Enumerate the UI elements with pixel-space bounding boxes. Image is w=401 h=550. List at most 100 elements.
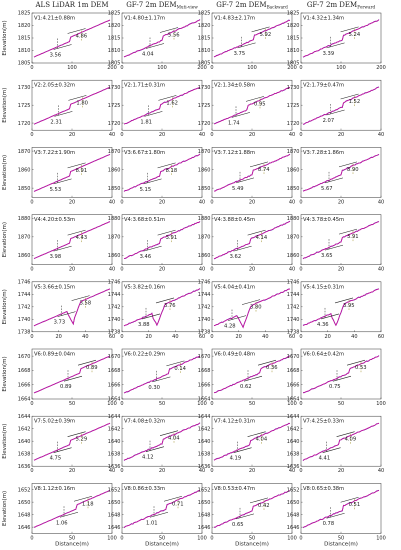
profile-line <box>213 153 291 192</box>
y-tick-label: 1670 <box>287 354 300 360</box>
y-tick-label: 1636 <box>18 464 31 470</box>
panel-title: V7:4.12±0.31m <box>214 419 255 425</box>
panel-r3-c2: 1870 1860 1850 0 20 40 V3:6.67±1.80m 5.15 8.18 <box>108 147 205 205</box>
panel-r2-c1: 1730 1725 1720 0 20 40 V2:2.05±0.32m 2.31 1.80 <box>18 79 115 138</box>
profile-line <box>33 355 111 394</box>
y-tick-label: 1650 <box>198 500 211 506</box>
x-tick-label: 20 <box>69 199 75 205</box>
offset-value-left: 5.67 <box>321 186 333 192</box>
y-axis-label: Elevation(m) <box>2 88 8 123</box>
panel-title: V1:4.80±1.17m <box>124 16 165 22</box>
offset-value-left: 5.15 <box>140 187 152 193</box>
x-axis-label: Distance(m) <box>235 541 269 547</box>
fit-line-left <box>243 375 263 382</box>
x-tick-label: 0 <box>210 535 213 541</box>
panel-title: V4:3.68±0.51m <box>124 217 165 223</box>
panel-r4-c3: 1880 1870 1860 0 20 40 V4:3.88±0.45m 3.62 4.14 <box>198 214 295 273</box>
profile-fitted-line <box>123 87 201 125</box>
offset-value-left: 2.07 <box>323 118 335 124</box>
panel-title: V2:2.05±0.32m <box>34 83 75 89</box>
profile-fitted-line <box>33 355 111 394</box>
profile-fitted-line <box>33 490 111 528</box>
x-tick-label: 100 <box>247 65 257 71</box>
y-axis-label: Elevation(m) <box>2 222 8 257</box>
profile-fitted-line <box>302 288 380 327</box>
y-tick-label: 1805 <box>198 61 211 67</box>
x-tick-label: 20 <box>69 468 75 474</box>
y-tick-label: 1640 <box>198 439 211 445</box>
offset-value-left: 1.74 <box>228 120 240 126</box>
y-tick-label: 1820 <box>198 23 211 29</box>
x-tick-label: 50 <box>249 535 255 541</box>
y-tick-label: 1815 <box>108 36 121 42</box>
fit-line-right <box>340 93 359 100</box>
offset-value-left: 5.53 <box>50 187 62 193</box>
y-tick-label: 1648 <box>108 512 121 518</box>
x-tick-label: 0 <box>299 199 302 205</box>
profile-line <box>213 220 291 260</box>
fit-line-right <box>249 161 269 168</box>
offset-value-right: 0.95 <box>254 101 266 107</box>
x-tick-label: 100 <box>336 65 346 71</box>
x-tick-label: 0 <box>210 334 213 340</box>
column-title-subscript: Forward <box>357 5 375 10</box>
y-tick-label: 1825 <box>198 11 211 17</box>
y-tick-label: 1636 <box>198 464 211 470</box>
panel-title: V4:3.78±0.45m <box>303 217 344 223</box>
offset-value-right: 0.36 <box>266 365 278 371</box>
fit-line-right <box>257 359 277 366</box>
profile-fitted-line <box>33 19 111 58</box>
y-tick-label: 1668 <box>18 368 31 374</box>
fit-line-right <box>249 497 269 504</box>
y-tick-label: 1730 <box>18 85 31 91</box>
x-tick-label: 0 <box>30 468 33 474</box>
fit-line-left <box>152 376 171 383</box>
column-title-4: GF-7 2m DEMForward <box>307 1 376 10</box>
offset-value-right: 0.53 <box>355 365 367 371</box>
y-tick-label: 1815 <box>287 36 300 42</box>
fit-line-right <box>155 297 175 304</box>
x-tick-label: 40 <box>109 199 115 205</box>
profile-line <box>302 153 380 192</box>
panel-r4-c1: 1880 1870 1860 0 20 40 V4:4.20±0.53m 3.98 4.43 <box>18 214 115 273</box>
profile-line <box>33 490 111 528</box>
x-tick-label: 0 <box>30 401 33 407</box>
fit-line-left <box>143 178 162 185</box>
fit-line-right <box>67 162 86 169</box>
y-tick-label: 1870 <box>287 235 300 241</box>
fit-line-left <box>233 245 252 252</box>
offset-value-right: 1.52 <box>349 99 361 105</box>
profile-line <box>33 221 111 260</box>
x-tick-label: 0 <box>299 267 302 273</box>
x-tick-label: 20 <box>145 334 151 340</box>
fit-line-left <box>59 511 79 518</box>
fit-line-right <box>340 26 359 33</box>
fit-line-right <box>157 229 176 236</box>
y-tick-label: 1725 <box>108 103 121 109</box>
fit-line-right <box>338 228 358 235</box>
offset-value-left: 3.98 <box>50 254 62 260</box>
y-tick-label: 1738 <box>198 330 211 336</box>
x-tick-label: 60 <box>109 334 115 340</box>
offset-value-right: 3.91 <box>166 235 178 241</box>
fit-line-right <box>73 495 93 502</box>
x-tick-label: 20 <box>69 132 75 138</box>
y-tick-label: 1744 <box>108 292 121 298</box>
y-tick-label: 1725 <box>287 103 300 109</box>
fit-line-right <box>340 496 359 503</box>
panel-r4-c4: 1880 1870 1860 0 20 40 V4:3.78±0.45m 3.65 3.91 <box>287 214 384 273</box>
profile-line <box>123 153 201 192</box>
profile-line <box>213 490 291 528</box>
y-tick-label: 1805 <box>18 61 31 67</box>
profile-fitted-line <box>33 221 111 259</box>
x-tick-label: 0 <box>120 468 123 474</box>
profile-line <box>123 288 201 327</box>
fit-line-right <box>159 27 179 33</box>
y-tick-label: 1738 <box>287 330 300 336</box>
y-tick-label: 1850 <box>18 186 31 192</box>
